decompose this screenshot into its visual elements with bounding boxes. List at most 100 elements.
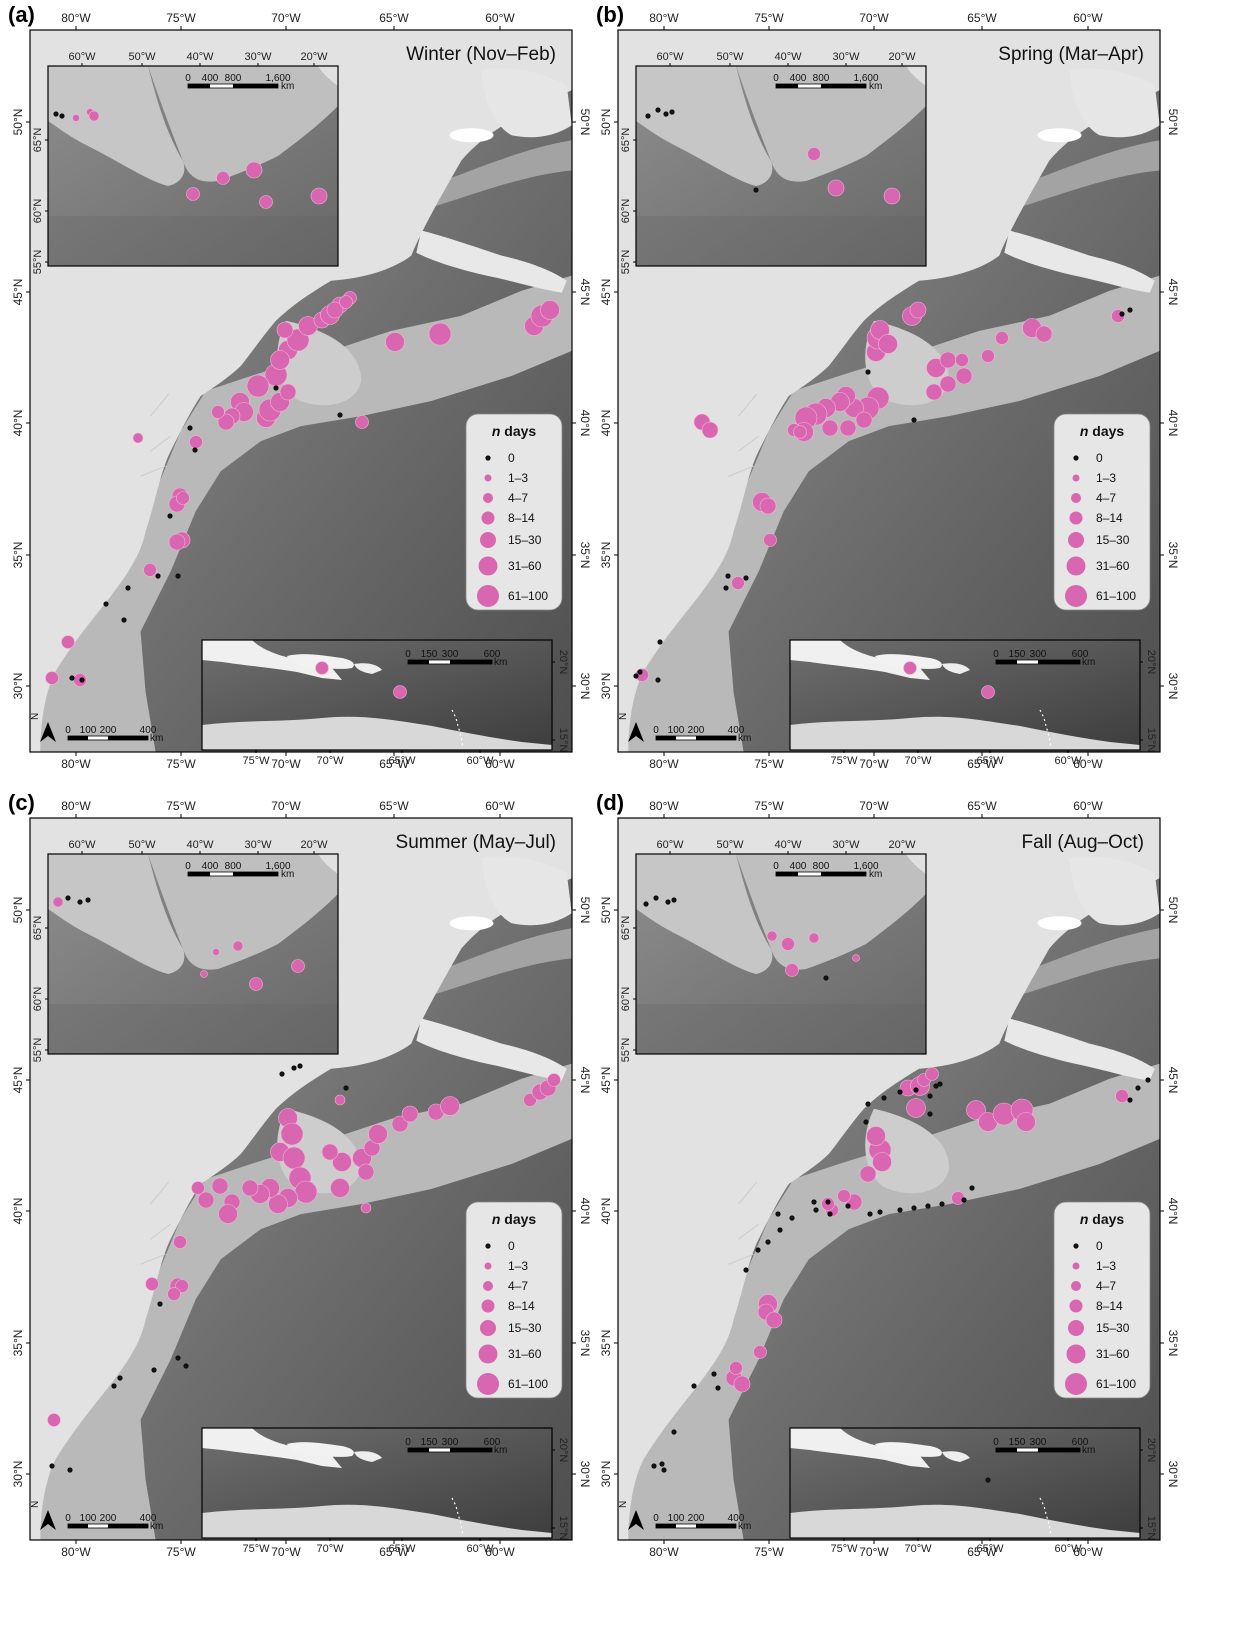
legend-title-days: days [500, 1211, 536, 1227]
station-zero [671, 1429, 677, 1435]
station-detection [218, 1204, 238, 1224]
legend-symbol [1066, 1344, 1086, 1364]
station-zero [669, 109, 675, 115]
station-detection [955, 353, 969, 367]
inset-south-frame [789, 639, 1141, 751]
lat-tick-label: 30°N [599, 673, 613, 700]
station-zero [291, 1065, 297, 1071]
scale-label: 0 [993, 1437, 999, 1448]
north-arrow-label: N [30, 713, 41, 720]
station-zero [913, 1087, 919, 1093]
station-detection [189, 435, 203, 449]
legend-item-label: 4–7 [1096, 491, 1116, 505]
legend-symbol [485, 1243, 491, 1249]
station-zero [811, 1199, 817, 1205]
station-detection [781, 937, 795, 951]
inset-north-map [48, 66, 338, 266]
station-detection [315, 661, 329, 675]
station-zero [337, 412, 343, 418]
legend-item-label: 61–100 [1096, 1377, 1136, 1391]
inset-north-frame [635, 853, 927, 1055]
lat-tick-label: 40°N [11, 410, 25, 437]
scale-unit: km [1082, 1445, 1095, 1456]
north-arrow-icon [628, 1510, 644, 1530]
station-zero [175, 1355, 181, 1361]
scale-label: 1,600 [265, 73, 290, 84]
scale-bar-segment [450, 1448, 492, 1452]
scale-unit: km [494, 657, 507, 668]
lon-tick-label: 70°W [859, 757, 889, 771]
lat-tick-label: 45°N [578, 1067, 592, 1094]
lat-tick-label: 35°N [11, 542, 25, 569]
station-zero [103, 601, 109, 607]
station-zero [59, 113, 65, 119]
station-zero [651, 1463, 657, 1469]
station-detection [246, 374, 270, 398]
legend-title-n: n [492, 1211, 501, 1227]
inset-lon-tick: 40°W [774, 51, 802, 63]
scale-label: 600 [484, 649, 501, 660]
map-panel-a: (a) 80°W80°W75°W75°W70°W70°W65°W65°W60°W6… [8, 2, 592, 771]
lat-tick-label: 30°N [599, 1461, 613, 1488]
scale-label: 0 [405, 1437, 411, 1448]
lat-tick-label: 45°N [1166, 1067, 1180, 1094]
station-detection [197, 1191, 215, 1209]
station-zero [691, 1383, 697, 1389]
station-detection [729, 1361, 743, 1375]
lon-tick-label: 80°W [61, 11, 91, 25]
station-detection [217, 413, 235, 431]
lat-tick-label: 50°N [1166, 109, 1180, 136]
lon-tick-label: 65°W [379, 799, 409, 813]
legend-symbol [477, 585, 499, 607]
station-zero [121, 617, 127, 623]
legend-symbol [1069, 511, 1083, 525]
scale-label: 0 [185, 73, 191, 84]
inset-lat-tick: 65°N [620, 916, 632, 941]
inset-lat-tick: 65°N [32, 916, 44, 941]
scale-label: 400 [140, 1513, 157, 1524]
scale-label: 100 [80, 1513, 97, 1524]
scale-label: 400 [790, 73, 807, 84]
station-zero [297, 1063, 303, 1069]
scale-bar-segment [1038, 660, 1080, 664]
lon-tick-label: 65°W [379, 1545, 409, 1559]
station-detection [766, 930, 778, 942]
station-zero [845, 1203, 851, 1209]
scale-bar-segment [696, 1524, 736, 1528]
season-title: Summer (May–Jul) [396, 832, 556, 853]
station-detection [925, 1067, 939, 1081]
legend-symbol [485, 455, 491, 461]
legend-item-label: 0 [1096, 1239, 1103, 1253]
lat-tick-label: 40°N [1166, 1198, 1180, 1225]
legend-title: n days [492, 1211, 537, 1227]
map-panel-b: (b) 80°W80°W75°W75°W70°W70°W65°W65°W60°W6… [596, 2, 1180, 771]
scale-bar-segment [776, 84, 798, 88]
scale-label: 150 [421, 649, 438, 660]
season-title: Fall (Aug–Oct) [1022, 832, 1144, 853]
inset-lon-tick: 30°W [244, 839, 272, 851]
legend-title: n days [1080, 423, 1125, 439]
station-zero [723, 585, 729, 591]
lat-tick-label: 35°N [1166, 1330, 1180, 1357]
station-detection [355, 415, 369, 429]
station-zero [187, 425, 193, 431]
station-detection [132, 432, 144, 444]
inset-south-frame [201, 1427, 553, 1539]
station-detection [393, 685, 407, 699]
inset-north-map [636, 854, 926, 1054]
station-detection [191, 1181, 205, 1195]
station-detection [401, 1105, 419, 1123]
scale-unit: km [738, 733, 751, 744]
legend-item-label: 4–7 [1096, 1279, 1116, 1293]
station-zero [881, 1095, 887, 1101]
legend-symbol [1073, 1243, 1079, 1249]
north-arrow-icon [40, 1510, 56, 1530]
lon-tick-label: 70°W [859, 799, 889, 813]
lon-tick-label: 65°W [967, 757, 997, 771]
station-detection [326, 301, 344, 319]
station-detection [839, 419, 857, 437]
